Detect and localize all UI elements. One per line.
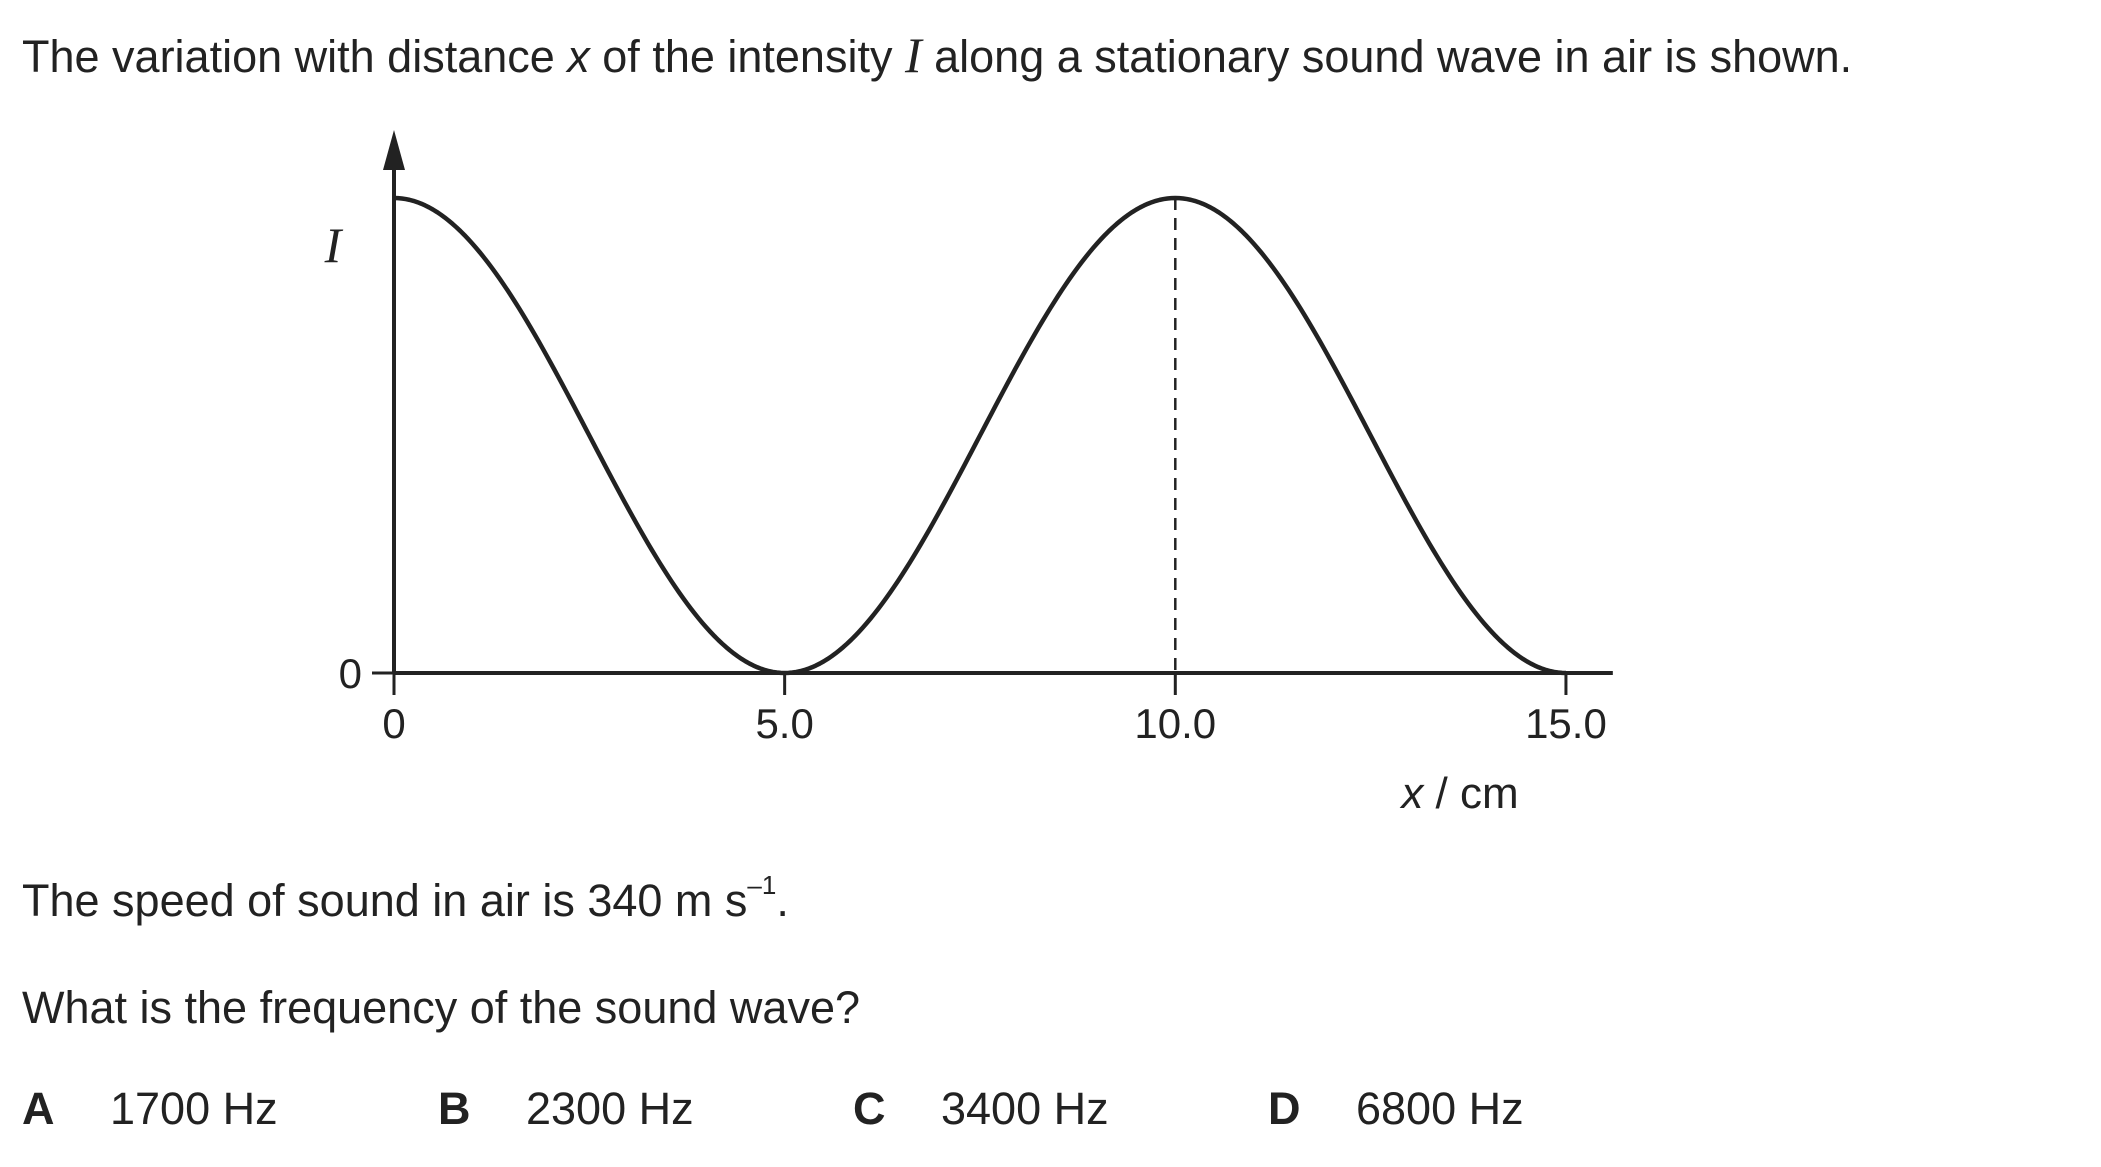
option-c-letter: C: [853, 1083, 886, 1134]
intro-text-2: of the intensity: [589, 31, 905, 82]
option-a-text: 1700 Hz: [110, 1083, 278, 1134]
y-axis-arrow: [383, 130, 405, 170]
speed-text: The speed of sound in air is 340 m s: [22, 875, 748, 926]
x-tick-label: 10.0: [1134, 700, 1216, 747]
speed-exponent: –1: [747, 870, 777, 900]
x-axis-label: x / cm: [1399, 769, 1518, 818]
question-intro: The variation with distance x of the int…: [22, 30, 1852, 80]
option-b[interactable]: B 2300 Hz: [438, 1083, 694, 1135]
x-tick-label: 5.0: [755, 700, 813, 747]
i-symbol: I: [904, 27, 922, 83]
speed-statement: The speed of sound in air is 340 m s–1.: [22, 872, 789, 926]
intro-text-1: The variation with distance: [22, 31, 568, 82]
y-axis-label: I: [324, 217, 344, 273]
x-symbol: x: [567, 31, 590, 82]
question-prompt: What is the frequency of the sound wave?: [22, 982, 860, 1033]
intro-text-3: along a stationary sound wave in air is …: [921, 31, 1853, 82]
option-b-letter: B: [438, 1083, 471, 1134]
option-a-letter: A: [22, 1083, 55, 1134]
option-c[interactable]: C 3400 Hz: [853, 1083, 1109, 1135]
option-a[interactable]: A 1700 Hz: [22, 1083, 278, 1135]
x-tick-label: 15.0: [1525, 700, 1607, 747]
x-tick-label: 0: [382, 700, 405, 747]
option-c-text: 3400 Hz: [941, 1083, 1109, 1134]
intensity-chart: 0 5.0 10.0 15.0 0 I x / cm: [324, 130, 1613, 818]
option-d[interactable]: D 6800 Hz: [1268, 1083, 1524, 1135]
y-tick-label: 0: [339, 650, 362, 697]
option-b-text: 2300 Hz: [526, 1083, 694, 1134]
option-d-text: 6800 Hz: [1356, 1083, 1524, 1134]
speed-period: .: [776, 875, 789, 926]
intensity-curve: [393, 195, 1567, 676]
option-d-letter: D: [1268, 1083, 1301, 1134]
answer-options: A 1700 Hz B 2300 Hz C 3400 Hz D 6800 Hz: [0, 1083, 2101, 1143]
